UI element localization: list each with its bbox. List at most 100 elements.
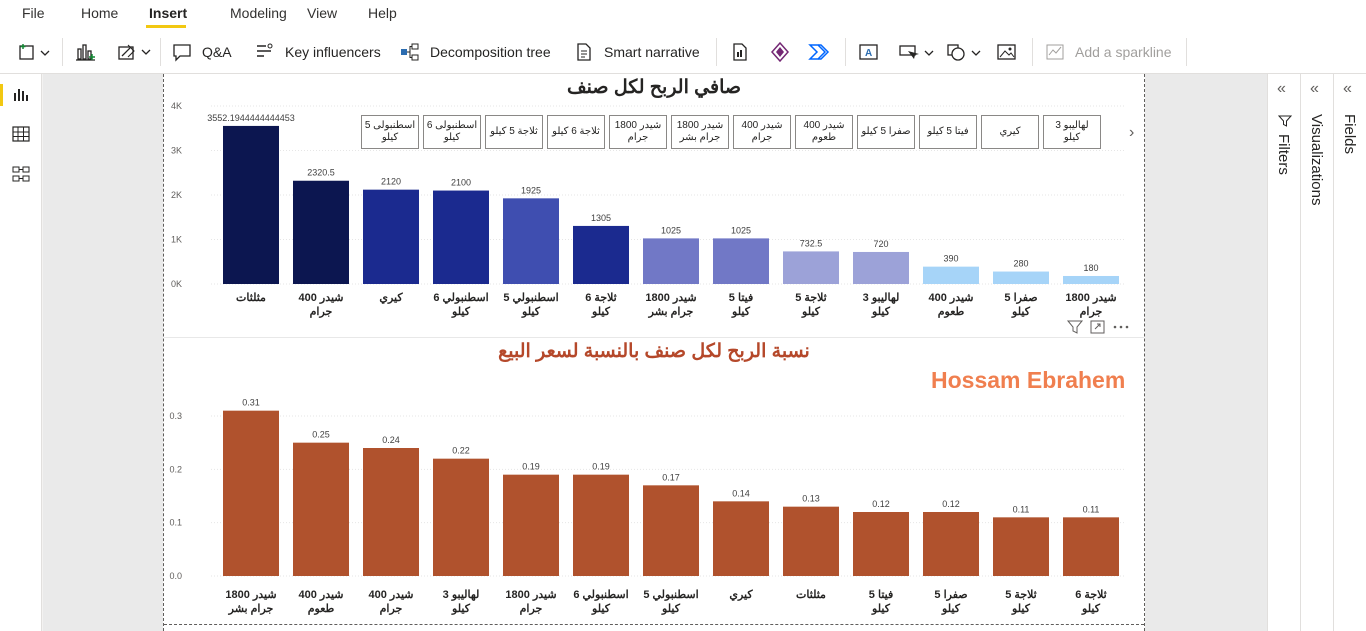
report-view-icon[interactable]	[11, 84, 31, 104]
profit-ratio-visual[interactable]: نسبة الربح لكل صنف بالنسبة لسعر البيع 0.…	[164, 340, 1144, 625]
slicer-item[interactable]: اسطنبولى 6 كيلو	[423, 115, 481, 149]
paginated-report-button[interactable]	[730, 40, 750, 64]
slicer-item[interactable]: فيتا 5 كيلو	[919, 115, 977, 149]
smart-narrative-button[interactable]: Smart narrative	[574, 40, 700, 64]
filters-pane[interactable]: « Filters	[1267, 74, 1300, 631]
toolbar-separator	[845, 38, 846, 66]
visualizations-pane[interactable]: « Visualizations	[1300, 74, 1333, 631]
data-label: 1305	[591, 213, 611, 223]
sparkline-icon	[1046, 44, 1064, 60]
slicer-item[interactable]: شيدر 400 جرام	[733, 115, 791, 149]
y-tick-label: 4K	[171, 101, 182, 111]
collapse-icon[interactable]: «	[1277, 80, 1286, 97]
qa-button[interactable]: Q&A	[172, 40, 232, 64]
menu-view[interactable]: View	[307, 5, 338, 21]
slicer-item[interactable]: ثلاجة 6 كيلو	[547, 115, 605, 149]
model-view-icon[interactable]	[11, 164, 31, 184]
menu-home[interactable]: Home	[81, 5, 119, 21]
add-sparkline-button[interactable]: Add a sparkline	[1045, 40, 1172, 64]
data-label: 2320.5	[307, 168, 335, 178]
collapse-icon[interactable]: «	[1310, 80, 1319, 97]
data-label: 180	[1083, 263, 1098, 273]
buttons-menu-button[interactable]	[898, 40, 936, 64]
menu-file[interactable]: File	[22, 5, 45, 21]
bar	[1063, 517, 1119, 576]
bar	[923, 266, 979, 284]
slicer-item[interactable]: شيدر 1800 جرام	[609, 115, 667, 149]
active-view-indicator	[0, 84, 3, 106]
menu-help[interactable]: Help	[368, 5, 397, 21]
smart-narrative-label: Smart narrative	[604, 44, 700, 60]
text-box-button[interactable]: A	[858, 40, 880, 64]
more-visuals-icon	[118, 44, 151, 60]
x-category-label: شيدر 400 جرام	[298, 292, 343, 318]
bar	[433, 190, 489, 284]
report-page: صافي الربح لكل صنف لهاليبو 3 كيلو كيري ف…	[163, 74, 1145, 631]
key-influencers-button[interactable]: Key influencers	[255, 40, 381, 64]
filters-label: Filters	[1275, 134, 1292, 175]
new-page-button[interactable]	[18, 40, 52, 64]
x-category-label: لهاليبو 3 كيلو	[863, 292, 900, 318]
y-tick-label: 0.2	[169, 464, 182, 474]
x-category-label: شيدر 1800 جرام	[505, 589, 556, 615]
x-category-label: ثلاجة 6 كيلو	[1075, 589, 1107, 615]
more-visuals-button[interactable]	[116, 40, 154, 64]
data-label: 1025	[661, 225, 681, 235]
toolbar-separator	[62, 38, 63, 66]
x-category-label: مثلثات	[796, 589, 826, 601]
ribbon-toolbar: Q&A Key influencers Decomposition tree S…	[0, 30, 1366, 74]
power-apps-button[interactable]	[770, 40, 790, 64]
x-category-label: شيدر 1800 جرام بشر	[645, 292, 696, 318]
bar	[643, 485, 699, 576]
x-category-label: شيدر 400 طعوم	[928, 292, 973, 318]
bar	[713, 501, 769, 576]
x-category-label: فيتا 5 كيلو	[729, 292, 753, 318]
x-category-label: صفرا 5 كيلو	[1004, 292, 1037, 318]
qa-label: Q&A	[202, 44, 232, 60]
slicer-item[interactable]: شيدر 400 طعوم	[795, 115, 853, 149]
data-label: 1025	[731, 225, 751, 235]
slicer-item[interactable]: صفرا 5 كيلو	[857, 115, 915, 149]
slicer-item[interactable]: اسطنبولى 5 كيلو	[361, 115, 419, 149]
shapes-menu-button[interactable]	[946, 40, 984, 64]
slicer-item[interactable]: ثلاجة 5 كيلو	[485, 115, 543, 149]
data-label: 280	[1013, 259, 1028, 269]
side-panes: « Filters « Visualizations « Fields	[1267, 74, 1366, 631]
more-options-icon[interactable]	[1110, 318, 1132, 336]
toolbar-separator	[716, 38, 717, 66]
menu-bar: File Home Insert Modeling View Help	[0, 0, 1366, 30]
bar	[293, 442, 349, 576]
data-label: 2120	[381, 177, 401, 187]
x-category-label: ثلاجة 5 كيلو	[1005, 589, 1037, 615]
x-category-label: شيدر 400 طعوم	[298, 589, 343, 615]
focus-mode-icon[interactable]	[1086, 318, 1110, 336]
slicer-item[interactable]: كيري	[981, 115, 1039, 149]
x-category-label: فيتا 5 كيلو	[869, 589, 893, 615]
fields-pane[interactable]: « Fields	[1333, 74, 1366, 631]
new-page-icon	[19, 44, 50, 60]
menu-insert[interactable]: Insert	[149, 5, 188, 21]
collapse-icon[interactable]: «	[1343, 80, 1352, 97]
x-category-label: اسطنبولي 5 كيلو	[503, 292, 558, 318]
y-tick-label: 0K	[171, 279, 182, 289]
data-label: 1925	[521, 185, 541, 195]
decomposition-tree-button[interactable]: Decomposition tree	[400, 40, 551, 64]
image-button[interactable]	[996, 40, 1018, 64]
data-label: 0.11	[1083, 504, 1100, 514]
y-tick-label: 0.0	[169, 571, 182, 581]
slicer-next-arrow[interactable]: ›	[1129, 124, 1135, 141]
watermark-text: Hossam Ebrahem	[931, 367, 1126, 393]
data-label: 0.14	[732, 488, 750, 498]
bar	[993, 271, 1049, 284]
filter-icon[interactable]	[1066, 318, 1086, 336]
power-automate-button[interactable]	[808, 40, 830, 64]
menu-modeling[interactable]: Modeling	[230, 5, 287, 21]
data-label: 0.25	[312, 430, 330, 440]
data-view-icon[interactable]	[11, 124, 31, 144]
qa-icon	[173, 44, 191, 62]
slicer-item[interactable]: لهاليبو 3 كيلو	[1043, 115, 1101, 149]
visualizations-label: Visualizations	[1308, 114, 1325, 206]
net-profit-visual[interactable]: صافي الربح لكل صنف لهاليبو 3 كيلو كيري ف…	[164, 74, 1144, 338]
new-visual-button[interactable]	[74, 40, 98, 64]
slicer-item[interactable]: شيدر 1800 جرام بشر	[671, 115, 729, 149]
